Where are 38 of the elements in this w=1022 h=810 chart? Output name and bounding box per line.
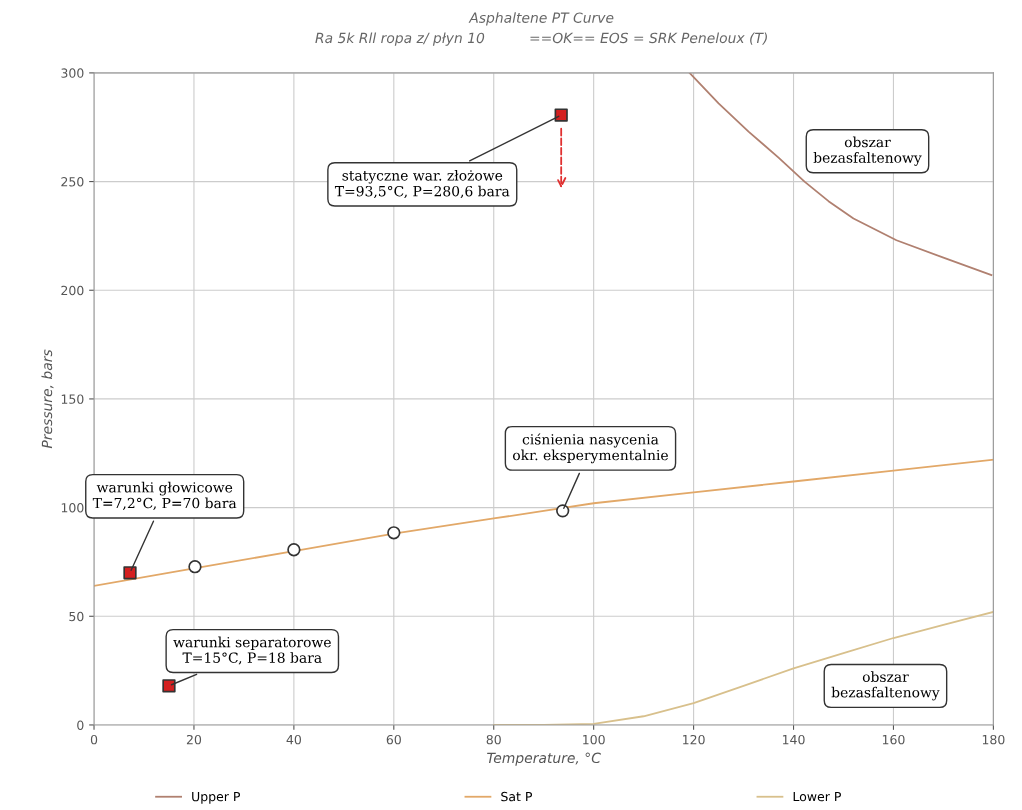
- y-tick-label: 200: [61, 285, 84, 296]
- x-tick-label: 160: [882, 734, 905, 745]
- annotation: obszar bezasfaltenowy: [813, 136, 922, 166]
- legend-label: Lower P: [793, 792, 841, 802]
- point: [162, 679, 176, 693]
- x-tick-label: 20: [186, 734, 202, 745]
- point: [554, 108, 568, 122]
- legend-label: Upper P: [192, 792, 241, 804]
- x-axis-title: Temperature, °C: [487, 752, 601, 766]
- annotation: obszar bezasfaltenowy: [831, 671, 940, 701]
- y-tick-label: 300: [61, 68, 84, 78]
- y-tick-label: 0: [77, 720, 84, 730]
- line-series: [688, 72, 993, 276]
- point: [188, 560, 202, 574]
- x-tick-label: 60: [386, 734, 401, 745]
- y-tick-label: 150: [61, 394, 84, 404]
- annotation: ciśnienia nasycenia okr. eksperymentalnie: [513, 433, 668, 464]
- y-axis-title: Pressure, bars: [41, 349, 54, 449]
- x-tick-label: 0: [90, 734, 98, 745]
- x-tick-label: 140: [782, 734, 805, 745]
- point: [387, 526, 401, 540]
- x-tick-label: 40: [286, 734, 301, 745]
- annotation: statyczne war. złożowe T=93,5°C, P=280,6 bara: [334, 169, 510, 199]
- point: [287, 543, 301, 557]
- point: [123, 566, 137, 580]
- y-tick-label: 100: [61, 503, 84, 513]
- point: [556, 504, 570, 518]
- legend-label: Sat P: [501, 791, 533, 802]
- y-tick-label: 50: [69, 611, 84, 622]
- y-tick-label: 250: [61, 177, 84, 187]
- x-tick-label: 80: [486, 734, 501, 745]
- chart-title: Asphaltene PT Curve: [468, 12, 614, 26]
- annotation: warunki głowicowe T=7,2°C, P=70 bara: [92, 481, 237, 511]
- annotation: warunki separatorowe T=15°C, P=18 bara: [173, 636, 331, 665]
- x-tick-label: 120: [683, 734, 705, 745]
- chart-subtitle: Ra 5k Rll ropa z/ płyn 10 ==OK== EOS = SRK Peneloux (T): [315, 32, 767, 46]
- x-tick-label: 100: [583, 734, 605, 745]
- x-tick-label: 180: [982, 734, 1005, 745]
